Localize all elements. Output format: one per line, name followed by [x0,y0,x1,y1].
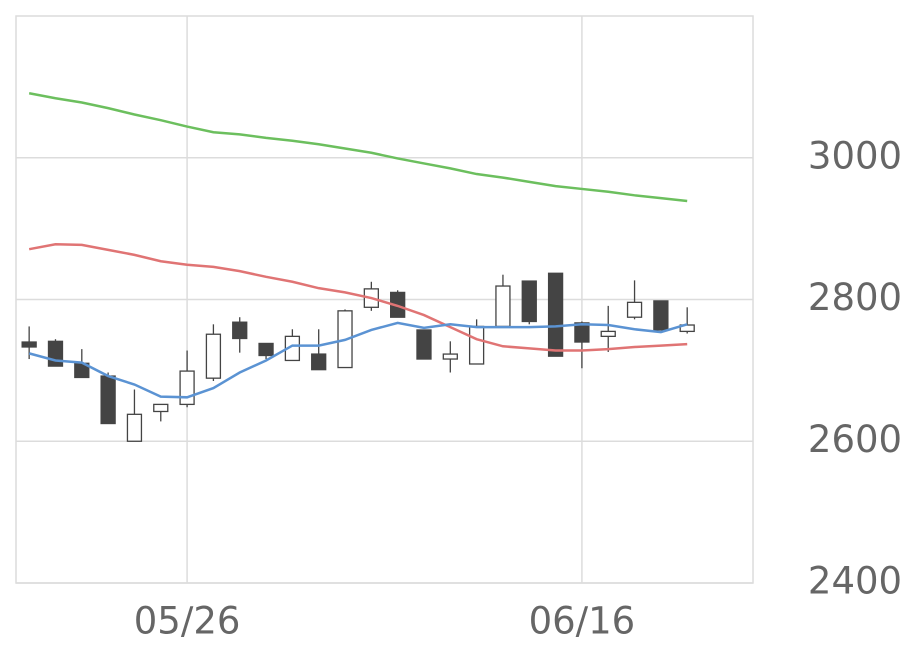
candle-body [126,413,143,442]
candle-body [653,300,669,331]
candle-body [416,329,432,360]
candle-body [258,342,274,357]
y-tick-label: 2600 [808,418,902,461]
moving-average-line [28,242,688,352]
x-tick-label: 06/16 [529,600,636,643]
y-tick-label: 2400 [808,560,902,603]
candle-body [468,325,485,365]
candle-body [21,341,37,348]
candle-body [600,330,616,338]
x-tick-label: 05/26 [134,600,241,643]
candle-body [521,280,537,323]
moving-average-line [28,321,688,399]
candle-body [495,285,511,328]
moving-average-line [28,92,688,203]
candle-body [153,403,169,413]
y-tick-label: 3000 [808,134,902,177]
candle-body [442,353,458,360]
y-tick-label: 2800 [808,276,902,319]
candle-body [574,322,590,343]
candle-body [626,301,643,318]
candle-body [547,272,564,357]
candle-body [47,340,64,367]
candle-body [311,353,327,371]
candle-body [179,370,195,406]
candle-body [100,375,116,425]
candle-body [205,333,222,379]
candle-body [232,321,248,340]
